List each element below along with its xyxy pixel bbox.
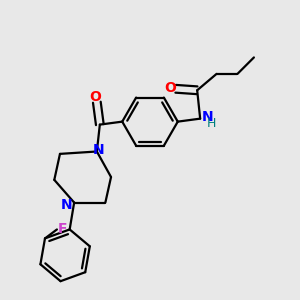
Text: N: N <box>61 198 73 212</box>
Text: H: H <box>207 117 216 130</box>
Text: O: O <box>164 81 176 94</box>
Text: O: O <box>89 90 101 104</box>
Text: F: F <box>58 222 67 236</box>
Text: N: N <box>202 110 213 124</box>
Text: N: N <box>92 143 104 157</box>
